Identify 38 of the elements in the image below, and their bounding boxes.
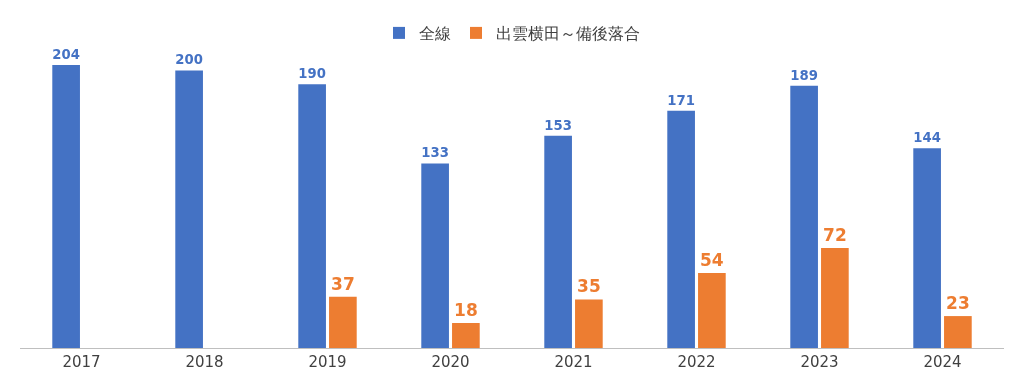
data-label: 200 <box>175 52 203 68</box>
x-tick-label: 2018 <box>185 353 224 371</box>
data-label: 23 <box>946 293 970 314</box>
x-tick-label: 2022 <box>677 353 716 371</box>
data-label: 133 <box>421 145 449 161</box>
legend-label: 全線 <box>419 24 451 44</box>
data-label: 171 <box>667 92 695 108</box>
bar <box>667 110 695 348</box>
bar <box>790 85 818 348</box>
x-tick-label: 2021 <box>554 353 593 371</box>
bar <box>52 64 80 348</box>
x-tick-label: 2017 <box>62 353 101 371</box>
bar <box>452 323 480 348</box>
bar <box>421 163 449 348</box>
data-label: 35 <box>577 276 601 297</box>
bar <box>913 148 941 348</box>
data-label: 189 <box>790 67 818 83</box>
data-label: 204 <box>52 46 80 62</box>
x-tick-label: 2020 <box>431 353 470 371</box>
data-label: 190 <box>298 66 326 82</box>
data-label: 18 <box>454 300 478 321</box>
legend-label: 出雲横田～備後落合 <box>496 24 640 44</box>
data-label: 54 <box>699 250 724 271</box>
x-tick-label: 2023 <box>800 353 839 371</box>
data-label: 72 <box>823 225 847 246</box>
x-tick-label: 2024 <box>923 353 962 371</box>
bar <box>298 84 326 348</box>
bar <box>821 248 849 348</box>
bar <box>329 296 357 348</box>
data-label: 37 <box>331 273 355 294</box>
bar <box>575 299 603 348</box>
data-label: 153 <box>544 117 572 133</box>
data-label: 144 <box>913 130 941 146</box>
x-tick-label: 2019 <box>308 353 347 371</box>
bar <box>544 135 572 348</box>
bar <box>175 70 203 348</box>
bar <box>698 273 726 348</box>
bar <box>944 316 972 348</box>
